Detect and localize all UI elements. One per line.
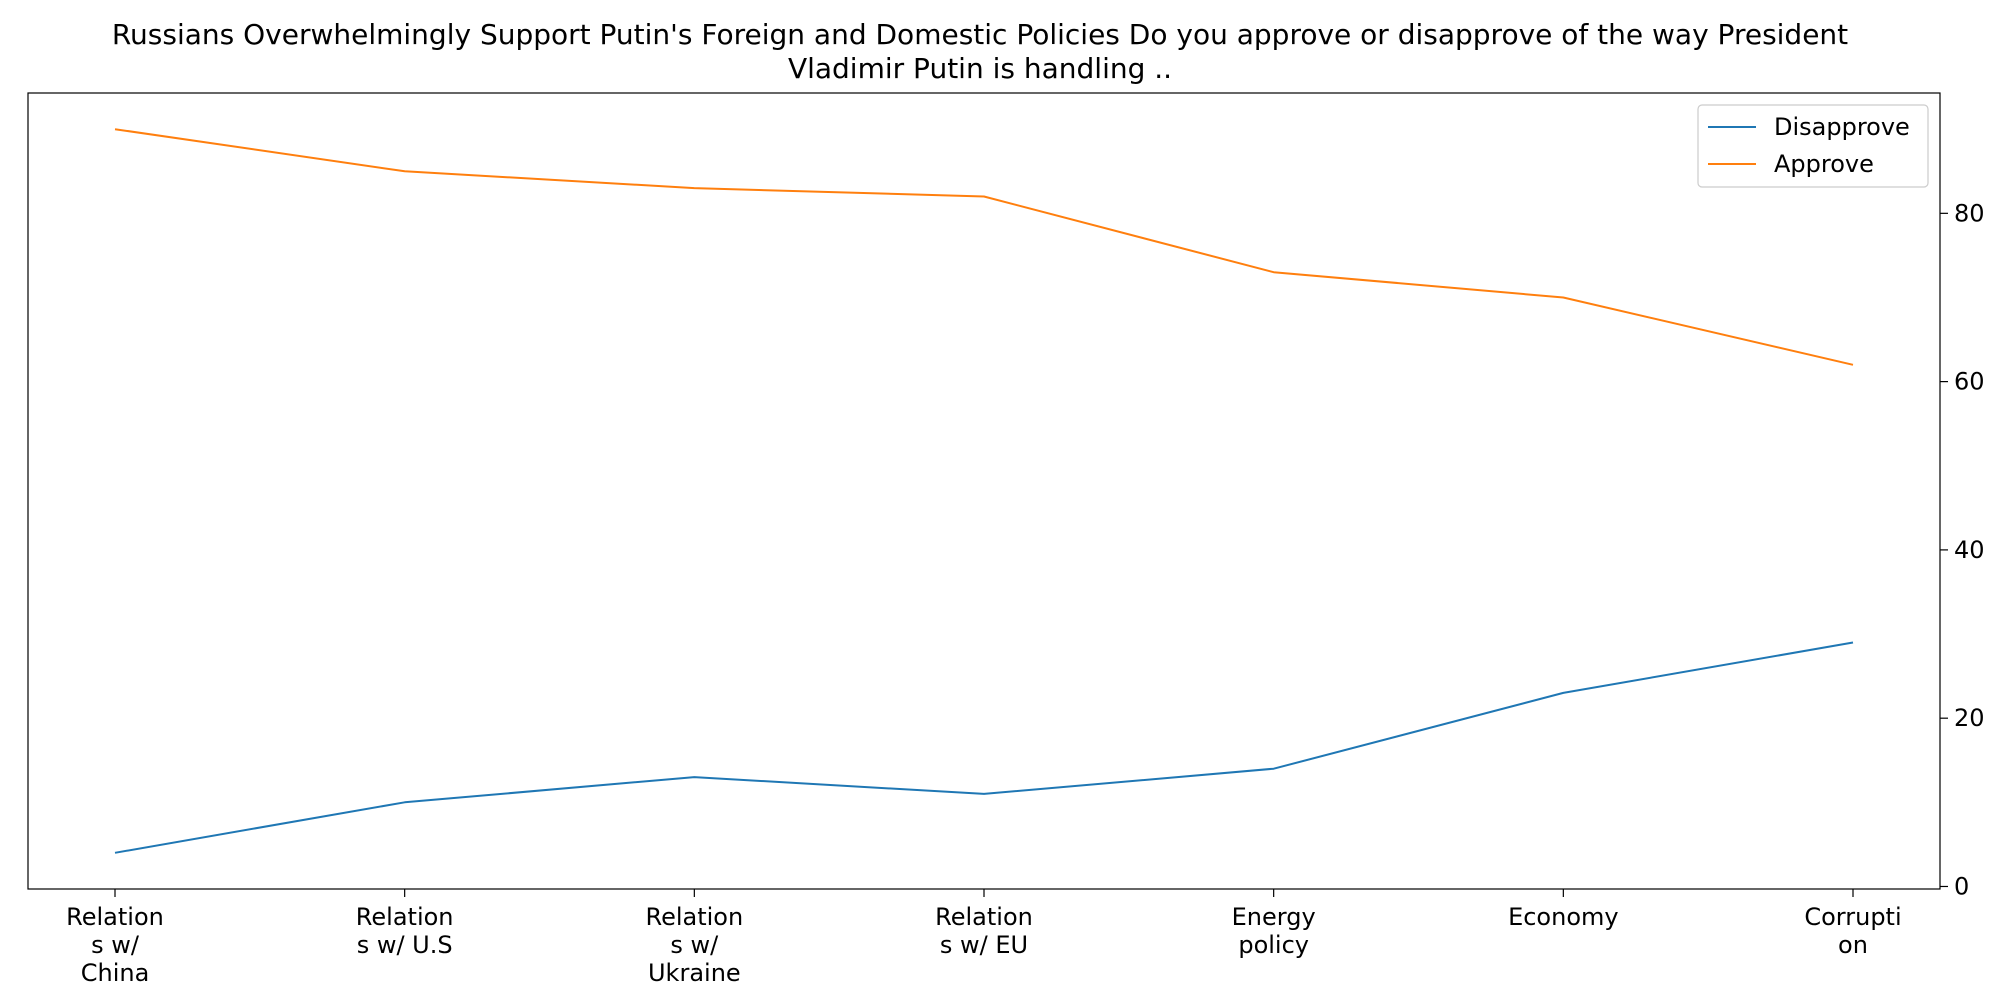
data-point-approve [113, 127, 118, 132]
x-tick-label: Energy [1232, 903, 1316, 931]
x-tick-label: Relation [935, 903, 1033, 931]
x-tick-label: s w/ [670, 931, 719, 959]
x-tick-label: Corrupti [1804, 903, 1901, 931]
y-tick-label: 80 [1954, 199, 1985, 227]
x-tick-label: Relation [66, 903, 164, 931]
x-tick-label: Ukraine [648, 959, 741, 987]
data-point-disapprove [1271, 766, 1276, 771]
data-point-disapprove [113, 850, 118, 855]
x-tick-label: s w/ U.S [357, 931, 453, 959]
chart-title: Russians Overwhelmingly Support Putin's … [0, 18, 1960, 86]
series-line-approve [114, 128, 1854, 366]
data-point-disapprove [1851, 640, 1856, 645]
data-point-disapprove [402, 800, 407, 805]
x-tick-label: Relation [356, 903, 454, 931]
data-point-disapprove [692, 775, 697, 780]
data-point-approve [1851, 362, 1856, 367]
data-point-approve [982, 194, 987, 199]
x-tick-label: s w/ [91, 931, 140, 959]
data-point-approve [692, 186, 697, 191]
x-tick-label: Relation [645, 903, 743, 931]
y-tick-label: 0 [1954, 872, 1969, 900]
x-tick-label: on [1838, 931, 1868, 959]
data-point-disapprove [1561, 690, 1566, 695]
series-line-disapprove [114, 641, 1854, 854]
legend-box [1697, 104, 1929, 188]
x-tick-label: policy [1238, 931, 1309, 959]
data-point-disapprove [982, 791, 987, 796]
chart-title-line-1: Russians Overwhelmingly Support Putin's … [111, 18, 1849, 51]
x-tick-label: s w/ EU [940, 931, 1028, 959]
legend-label-disapprove: Disapprove [1774, 113, 1910, 141]
data-point-approve [402, 169, 407, 174]
data-point-approve [1561, 295, 1566, 300]
y-tick-label: 20 [1954, 704, 1985, 732]
x-tick-label: China [81, 959, 150, 987]
y-tick-label: 40 [1954, 536, 1985, 564]
legend-label-approve: Approve [1774, 150, 1874, 178]
chart-title-line-2: Vladimir Putin is handling .. [787, 52, 1173, 85]
y-tick-label: 60 [1954, 368, 1985, 396]
plot-frame [27, 92, 1941, 890]
x-tick-label: Economy [1508, 903, 1619, 931]
data-point-approve [1271, 270, 1276, 275]
